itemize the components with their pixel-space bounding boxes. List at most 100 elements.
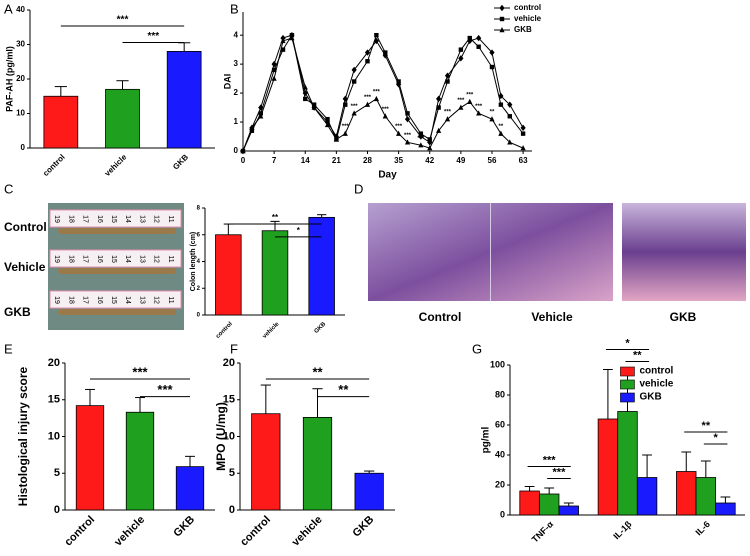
marker	[396, 79, 401, 84]
legend-label: GKB	[639, 392, 661, 403]
annotation: ***	[373, 89, 381, 95]
bar	[519, 490, 540, 516]
x-tick-label: 21	[332, 156, 341, 165]
y-tick-label: 5	[54, 467, 60, 479]
ruler	[49, 249, 182, 268]
marker	[467, 98, 473, 104]
y-tick-label: 20	[223, 357, 235, 369]
histology-label: GKB	[670, 310, 697, 324]
x-tick-label: IL-1β	[611, 519, 634, 542]
marker	[333, 136, 339, 142]
y-tick-label: 40	[16, 5, 25, 14]
marker	[476, 44, 481, 49]
colon-tissue	[58, 268, 176, 274]
panel-label: B	[230, 1, 239, 16]
marker	[499, 27, 505, 33]
marker	[271, 75, 277, 81]
marker	[427, 137, 432, 142]
y-tick-label: 80	[495, 389, 505, 399]
y-tick-label: 30	[16, 40, 25, 49]
histology-label: Control	[419, 310, 462, 324]
marker	[351, 79, 357, 84]
marker	[365, 59, 370, 64]
x-tick-label: vehicle	[103, 152, 129, 178]
y-axis-label: PAF-AH (pg/ml)	[4, 46, 14, 112]
bar	[354, 472, 384, 511]
significance-label: **	[702, 420, 711, 432]
legend-label: control	[514, 3, 541, 12]
ruler-number: 11	[167, 255, 174, 262]
marker	[418, 142, 424, 148]
marker	[458, 104, 464, 110]
ruler-number: 17	[82, 296, 89, 304]
marker	[498, 92, 504, 100]
ruler-number: 15	[110, 255, 117, 263]
marker	[418, 131, 424, 136]
marker	[258, 113, 264, 119]
marker	[444, 116, 451, 122]
annotation: ***	[417, 136, 425, 142]
marker	[280, 37, 286, 44]
y-tick-label: 40	[495, 449, 505, 459]
ruler-number: 16	[96, 296, 103, 304]
marker	[249, 124, 255, 131]
y-axis-label: MPO (U/mg)	[214, 402, 228, 471]
marker	[271, 67, 277, 73]
y-tick-label: 0	[234, 146, 239, 155]
series-line	[242, 34, 524, 152]
annotation: ***	[475, 104, 483, 110]
marker	[499, 4, 505, 12]
x-tick-label: vehicle	[262, 321, 281, 340]
y-tick-label: 4	[234, 30, 239, 39]
y-tick-label: 0	[500, 509, 505, 519]
x-tick-label: 63	[519, 156, 528, 165]
annotation: **	[490, 110, 495, 116]
marker	[404, 115, 411, 123]
marker	[467, 35, 472, 41]
y-tick-label: 10	[48, 430, 60, 442]
colon-tissue	[58, 309, 176, 315]
marker	[499, 16, 505, 22]
y-tick-label: 2	[234, 88, 239, 97]
ruler-number: 13	[138, 255, 145, 263]
y-axis-label: DAI	[222, 74, 232, 90]
x-tick-label: TNF-α	[530, 519, 556, 545]
bar	[75, 405, 105, 511]
x-tick-label: 56	[488, 156, 497, 165]
annotation: ***	[404, 133, 412, 139]
legend-swatch	[620, 366, 635, 377]
bar	[636, 477, 658, 516]
marker	[303, 96, 308, 102]
y-tick-label: 100	[490, 359, 505, 369]
marker	[507, 101, 513, 108]
marker	[520, 145, 526, 151]
histology-image	[622, 203, 746, 301]
x-tick-label: 42	[425, 156, 434, 165]
ruler-number: 16	[96, 255, 103, 263]
y-tick-label: 20	[495, 479, 505, 489]
marker	[476, 34, 482, 42]
image-divider	[490, 203, 491, 301]
y-axis-label: Colon length (cm)	[190, 232, 197, 292]
y-tick-label: 0	[54, 504, 60, 516]
x-tick-label: IL-6	[694, 519, 712, 537]
panel-label: A	[4, 1, 13, 16]
bar	[715, 502, 736, 516]
y-tick-label: 1	[234, 117, 239, 126]
bar	[105, 88, 140, 149]
y-tick-label: 15	[48, 394, 60, 406]
annotation: ***	[382, 107, 390, 113]
legend-label: vehicle	[639, 379, 673, 390]
ruler	[49, 290, 182, 309]
marker	[436, 95, 442, 103]
legend-swatch	[620, 392, 635, 403]
y-tick-label: 0	[197, 313, 201, 319]
marker	[458, 47, 464, 52]
y-tick-label: 4	[197, 259, 201, 265]
ruler-number: 13	[138, 215, 145, 223]
annotation: ***	[457, 98, 465, 104]
ruler-number: 18	[67, 255, 74, 263]
ruler-number: 16	[96, 215, 103, 223]
ruler-number: 12	[153, 255, 160, 263]
